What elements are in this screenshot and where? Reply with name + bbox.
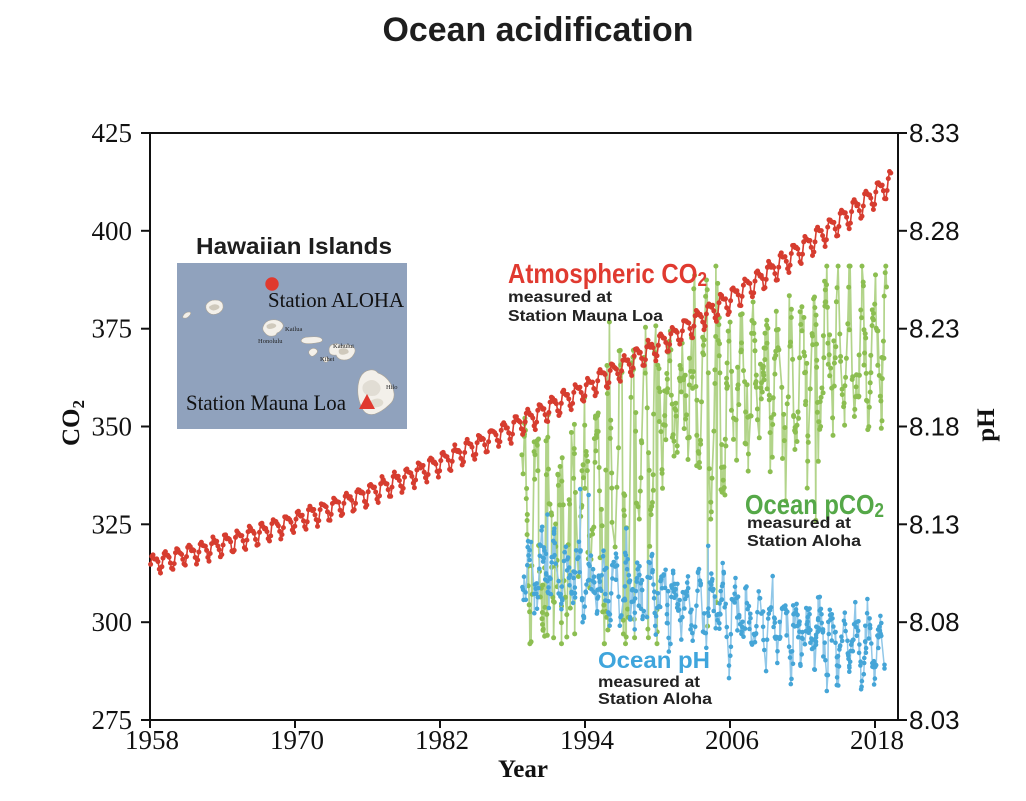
svg-text:400: 400	[92, 216, 133, 246]
svg-text:1958: 1958	[125, 725, 179, 755]
svg-text:Kailua: Kailua	[285, 326, 302, 333]
svg-text:Station Aloha: Station Aloha	[598, 691, 712, 708]
svg-text:Kahului: Kahului	[333, 343, 354, 350]
svg-text:Kihei: Kihei	[320, 356, 335, 363]
svg-text:2006: 2006	[705, 725, 759, 755]
svg-text:1970: 1970	[270, 725, 324, 755]
svg-text:8.23: 8.23	[909, 314, 960, 344]
svg-text:425: 425	[92, 118, 133, 148]
svg-text:275: 275	[92, 705, 133, 735]
svg-text:Hilo: Hilo	[386, 384, 398, 391]
svg-text:Station ALOHA: Station ALOHA	[268, 288, 405, 312]
svg-text:8.28: 8.28	[909, 216, 960, 246]
svg-text:1994: 1994	[560, 725, 615, 755]
svg-text:8.33: 8.33	[909, 118, 960, 148]
svg-text:325: 325	[92, 509, 133, 539]
svg-text:Station Mauna Loa: Station Mauna Loa	[508, 308, 663, 325]
svg-text:1982: 1982	[415, 725, 469, 755]
svg-text:measured at: measured at	[747, 515, 852, 532]
svg-text:pH: pH	[973, 408, 1000, 442]
svg-text:8.13: 8.13	[909, 509, 960, 539]
svg-text:Year: Year	[498, 756, 548, 783]
svg-text:Atmospheric CO2: Atmospheric CO2	[508, 258, 707, 291]
svg-text:measured at: measured at	[598, 674, 701, 691]
svg-text:8.18: 8.18	[909, 412, 960, 442]
svg-text:Ocean pCO2: Ocean pCO2	[745, 489, 884, 522]
svg-text:Hawaiian Islands: Hawaiian Islands	[196, 233, 392, 259]
svg-text:2018: 2018	[850, 725, 904, 755]
svg-text:300: 300	[92, 607, 133, 637]
svg-text:350: 350	[92, 412, 133, 442]
svg-text:8.08: 8.08	[909, 607, 960, 637]
svg-text:Ocean pH: Ocean pH	[598, 647, 710, 673]
svg-text:Honolulu: Honolulu	[258, 338, 283, 345]
svg-text:measured at: measured at	[508, 289, 613, 306]
svg-text:Station Mauna Loa: Station Mauna Loa	[186, 390, 346, 415]
svg-text:375: 375	[92, 314, 133, 344]
svg-text:8.03: 8.03	[909, 705, 960, 735]
svg-text:Ocean acidification: Ocean acidification	[383, 11, 694, 49]
svg-text:Station Aloha: Station Aloha	[747, 533, 861, 550]
